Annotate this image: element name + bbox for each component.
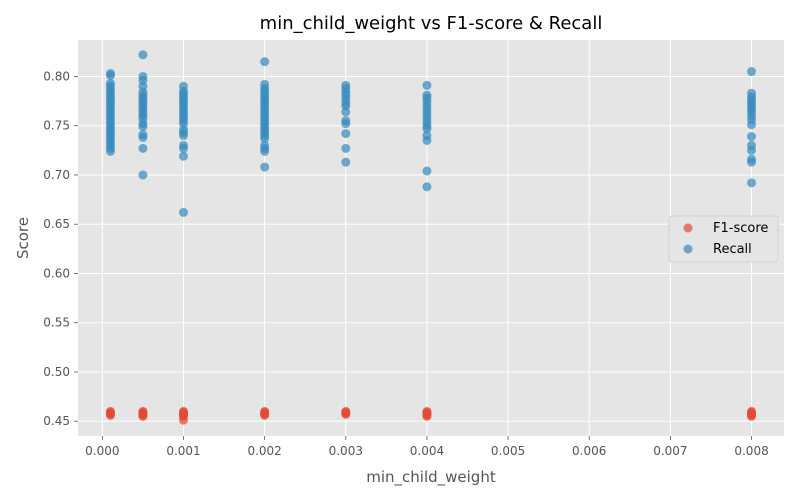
y-tick-label: 0.75 <box>43 119 70 133</box>
data-point <box>138 71 148 81</box>
data-point <box>105 78 115 88</box>
data-point <box>105 68 115 78</box>
data-point <box>138 130 148 140</box>
data-point <box>422 80 432 90</box>
y-tick-label: 0.50 <box>43 365 70 379</box>
x-tick-label: 0.002 <box>247 444 281 458</box>
y-tick-label: 0.45 <box>43 414 70 428</box>
x-tick-label: 0.003 <box>329 444 363 458</box>
data-point <box>178 140 188 150</box>
data-point <box>260 406 270 416</box>
y-tick-label: 0.65 <box>43 217 70 231</box>
data-point <box>138 50 148 60</box>
legend: F1-score Recall <box>668 215 779 263</box>
data-point <box>260 162 270 172</box>
x-tick-label: 0.007 <box>653 444 687 458</box>
data-point <box>260 57 270 67</box>
data-point <box>747 67 757 77</box>
legend-marker-recall <box>683 244 693 254</box>
data-point <box>178 151 188 161</box>
data-point <box>747 88 757 98</box>
legend-marker-f1-score <box>683 223 693 233</box>
y-tick-label: 0.80 <box>43 69 70 83</box>
legend-label-recall: Recall <box>713 242 752 257</box>
data-point <box>178 406 188 416</box>
x-tick-label: 0.005 <box>491 444 525 458</box>
y-tick-label: 0.55 <box>43 316 70 330</box>
x-tick-label: 0.006 <box>572 444 606 458</box>
data-point <box>747 406 757 416</box>
data-point <box>138 143 148 153</box>
data-point <box>341 80 351 90</box>
x-tick-label: 0.000 <box>85 444 119 458</box>
x-tick-label: 0.008 <box>734 444 768 458</box>
data-point <box>422 182 432 192</box>
data-point <box>747 178 757 188</box>
data-point <box>260 140 270 150</box>
data-point <box>341 129 351 139</box>
data-point <box>422 406 432 416</box>
series-f1-score <box>105 406 757 425</box>
y-tick-label: 0.60 <box>43 266 70 280</box>
data-point <box>341 116 351 126</box>
data-point <box>422 131 432 141</box>
data-point <box>422 90 432 100</box>
axis-ticks: 0.000 0.001 0.002 0.003 0.004 0.005 0.006 0.007… <box>43 69 768 458</box>
data-point <box>341 143 351 153</box>
data-point <box>178 81 188 91</box>
x-tick-label: 0.004 <box>410 444 444 458</box>
data-points <box>105 50 757 425</box>
data-point <box>260 79 270 89</box>
data-point <box>341 406 351 416</box>
data-point <box>747 132 757 142</box>
x-tick-label: 0.001 <box>166 444 200 458</box>
data-point <box>341 157 351 167</box>
data-point <box>138 170 148 180</box>
chart-title: min_child_weight vs F1-score & Recall <box>260 13 603 34</box>
y-axis-label: Score <box>14 217 32 259</box>
data-point <box>747 154 757 164</box>
y-tick-label: 0.70 <box>43 168 70 182</box>
data-point <box>747 140 757 150</box>
data-point <box>178 207 188 217</box>
data-point <box>138 406 148 416</box>
data-point <box>422 166 432 176</box>
x-axis-label: min_child_weight <box>366 468 496 487</box>
series-recall <box>105 50 757 217</box>
data-point <box>105 406 115 416</box>
legend-label-f1-score: F1-score <box>713 221 768 236</box>
legend-box <box>668 215 779 263</box>
